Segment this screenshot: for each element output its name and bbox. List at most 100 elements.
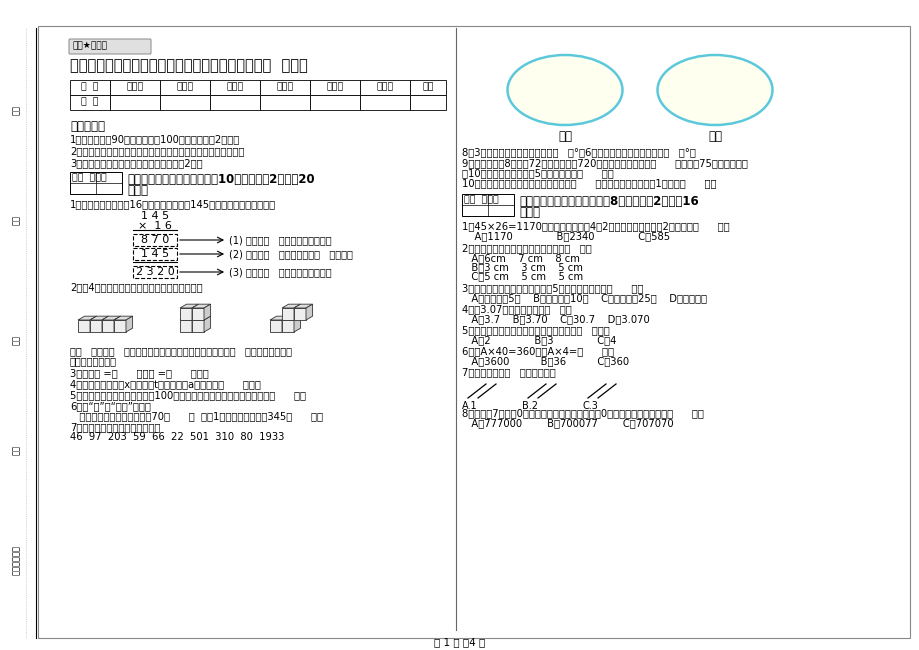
Text: 46  97  203  59  66  22  501  310  80  1933: 46 97 203 59 66 22 501 310 80 1933 bbox=[70, 432, 284, 442]
Bar bbox=[70, 95, 110, 110]
Polygon shape bbox=[294, 316, 301, 332]
Text: 6、用“升”和“毫升”填空。: 6、用“升”和“毫升”填空。 bbox=[70, 401, 151, 411]
Polygon shape bbox=[114, 316, 132, 320]
Text: 得分  评卷人: 得分 评卷人 bbox=[72, 174, 107, 183]
Bar bbox=[133, 266, 176, 278]
Polygon shape bbox=[78, 316, 96, 320]
Text: 1、45×26=1170，其中一个因数执4大2倍，另一个因数缩小2倍，积是（      ）。: 1、45×26=1170，其中一个因数执4大2倍，另一个因数缩小2倍，积是（ ）… bbox=[461, 221, 729, 231]
Text: 2 3 2 0: 2 3 2 0 bbox=[135, 267, 175, 277]
Text: A、3600          B、36          C、360: A、3600 B、36 C、360 bbox=[461, 356, 629, 366]
Text: 7、在下图中有（   ）组平行线。: 7、在下图中有（ ）组平行线。 bbox=[461, 367, 555, 377]
Text: 一、用心思考，正确填空（入10小题，每题2分，入20: 一、用心思考，正确填空（入10小题，每题2分，入20 bbox=[127, 173, 314, 186]
Polygon shape bbox=[90, 316, 108, 320]
FancyBboxPatch shape bbox=[69, 39, 151, 54]
Text: C、5 cm    5 cm    5 cm: C、5 cm 5 cm 5 cm bbox=[461, 271, 583, 281]
Bar bbox=[180, 308, 192, 320]
Bar bbox=[461, 194, 514, 216]
Ellipse shape bbox=[507, 55, 622, 125]
Text: 分）。: 分）。 bbox=[127, 184, 148, 197]
Bar bbox=[260, 95, 310, 110]
Text: A、原来积的5倍    B、原来积的10倍    C、原来积的25倍    D、原来的积: A、原来积的5倍 B、原来积的10倍 C、原来积的25倍 D、原来的积 bbox=[461, 293, 706, 303]
Text: 8 7 0: 8 7 0 bbox=[141, 235, 169, 245]
Text: 应用题: 应用题 bbox=[376, 83, 393, 92]
Text: 计算题: 计算题 bbox=[276, 83, 293, 92]
Text: 判断题: 判断题 bbox=[226, 83, 244, 92]
Bar bbox=[294, 308, 306, 320]
Text: 5、两条互相垂直的直线相交所成的直角有（   ）个。: 5、两条互相垂直的直线相交所成的直角有（ ）个。 bbox=[461, 325, 609, 335]
Text: 1 4 5: 1 4 5 bbox=[141, 211, 169, 221]
Text: A、3.7    B、3.70    C、30.7    D、3.070: A、3.7 B、3.70 C、30.7 D、3.070 bbox=[461, 314, 649, 324]
Text: 9、一个因数是8，积是72，要使积变成720，则另一个因数应该（      ）；积是75，一个因数扩: 9、一个因数是8，积是72，要使积变成720，则另一个因数应该（ ）；积是75，… bbox=[461, 158, 747, 168]
Text: A、1170              B、2340              C、585: A、1170 B、2340 C、585 bbox=[461, 231, 669, 241]
Polygon shape bbox=[204, 316, 210, 332]
Text: 二、反复比较，慎重选择（兲8小题，每题2分，入16: 二、反复比较，慎重选择（兲8小题，每题2分，入16 bbox=[518, 195, 698, 208]
Text: 8、3时整，时针与分钟的夹角是（   ）°；6时整，时针与分钟的夹角是（   ）°。: 8、3时整，时针与分钟的夹角是（ ）°；6时整，时针与分钟的夹角是（ ）°。 bbox=[461, 147, 695, 157]
Bar bbox=[133, 234, 176, 246]
Text: 选择题: 选择题 bbox=[176, 83, 193, 92]
Polygon shape bbox=[306, 304, 312, 320]
Bar bbox=[180, 320, 192, 332]
Bar bbox=[160, 80, 210, 95]
Text: 绝密★启用前: 绝密★启用前 bbox=[73, 42, 108, 51]
Polygon shape bbox=[192, 316, 199, 332]
Bar bbox=[110, 80, 160, 95]
Bar bbox=[410, 95, 446, 110]
Text: C.3: C.3 bbox=[582, 401, 597, 411]
Text: 2、用4个同样大的正方体分别摆成下面的形状：: 2、用4个同样大的正方体分别摆成下面的形状： bbox=[70, 282, 202, 292]
Text: 7、把下列各数填入相应的圈里。: 7、把下列各数填入相应的圈里。 bbox=[70, 422, 160, 432]
Text: 4、与3.07大小相等的数是（   ）。: 4、与3.07大小相等的数是（ ）。 bbox=[461, 304, 571, 314]
Text: 3、不要在试卷上乱写乱画，卷面不整洁扠2分。: 3、不要在试卷上乱写乱画，卷面不整洁扠2分。 bbox=[70, 158, 202, 168]
Polygon shape bbox=[282, 316, 301, 320]
Bar bbox=[133, 248, 176, 260]
Bar bbox=[282, 308, 294, 320]
Bar bbox=[359, 80, 410, 95]
Bar bbox=[310, 80, 359, 95]
Bar bbox=[210, 95, 260, 110]
Text: 1、王老板进货，买了16套服装，每套服装145元。根据条件完成填空。: 1、王老板进货，买了16套服装，每套服装145元。根据条件完成填空。 bbox=[70, 199, 276, 209]
Bar bbox=[410, 80, 446, 95]
Polygon shape bbox=[192, 316, 210, 320]
Text: 班级: 班级 bbox=[11, 335, 20, 345]
Polygon shape bbox=[294, 304, 312, 308]
Polygon shape bbox=[180, 316, 199, 320]
Text: 兤10倍，另一个因数缩小5倍，则积变成（      ）。: 兤10倍，另一个因数缩小5倍，则积变成（ ）。 bbox=[461, 168, 613, 178]
Polygon shape bbox=[294, 304, 301, 320]
Text: 考试须知：: 考试须知： bbox=[70, 120, 105, 133]
Polygon shape bbox=[282, 304, 301, 308]
Text: 6、若A×40=360，则A×4=（      ）。: 6、若A×40=360，则A×4=（ ）。 bbox=[461, 346, 613, 356]
Polygon shape bbox=[204, 304, 210, 320]
Text: 鄂尔多斯市重点小学四年级数学下学期能力检测试题  附答案: 鄂尔多斯市重点小学四年级数学下学期能力检测试题 附答案 bbox=[70, 58, 308, 73]
Bar bbox=[102, 320, 114, 332]
Text: 分）。: 分）。 bbox=[518, 206, 539, 219]
Bar bbox=[110, 95, 160, 110]
Bar bbox=[282, 320, 294, 332]
Text: 从（   ）面和（   ）面看，这三个物体的形状完全相同；从（   ）面看，这三个物: 从（ ）面和（ ）面看，这三个物体的形状完全相同；从（ ）面看，这三个物 bbox=[70, 346, 291, 356]
Text: 考号: 考号 bbox=[11, 105, 20, 115]
Text: A.1: A.1 bbox=[461, 401, 477, 411]
Bar bbox=[90, 320, 102, 332]
Text: 2、下面各组线段不能围成三角形的是（   ）。: 2、下面各组线段不能围成三角形的是（ ）。 bbox=[461, 243, 591, 253]
Bar bbox=[192, 308, 204, 320]
Text: 5、喷火坦克的火焰可以以每秒100米的射速喷向目标，它的速度可写作（      ）。: 5、喷火坦克的火焰可以以每秒100米的射速喷向目标，它的速度可写作（ ）。 bbox=[70, 390, 306, 400]
Text: 学校: 学校 bbox=[11, 445, 20, 455]
Text: 3、一周角 =（      ）直角 =（      ）平角: 3、一周角 =（ ）直角 =（ ）平角 bbox=[70, 368, 209, 378]
Bar bbox=[114, 320, 126, 332]
Text: 1、考试时间：90分钟，满分为100分（含卷面分2分）。: 1、考试时间：90分钟，满分为100分（含卷面分2分）。 bbox=[70, 134, 240, 144]
Text: A、777000        B、700077        C、707070: A、777000 B、700077 C、707070 bbox=[461, 418, 673, 428]
Text: 填空题: 填空题 bbox=[126, 83, 143, 92]
Bar bbox=[269, 320, 282, 332]
Text: 题  号: 题 号 bbox=[81, 83, 98, 92]
Polygon shape bbox=[102, 316, 120, 320]
Polygon shape bbox=[269, 316, 289, 320]
Polygon shape bbox=[126, 316, 132, 332]
Bar bbox=[70, 172, 122, 194]
Text: 奇数: 奇数 bbox=[558, 130, 572, 143]
Text: (3) 表示买（   ）套服装应付的錢。: (3) 表示买（ ）套服装应付的錢。 bbox=[229, 267, 331, 277]
Bar bbox=[260, 80, 310, 95]
Bar bbox=[160, 95, 210, 110]
Text: 1 4 5: 1 4 5 bbox=[141, 249, 169, 259]
Text: 得分  评卷人: 得分 评卷人 bbox=[463, 196, 498, 205]
Text: (1) 表示买（   ）套服装应付的錢。: (1) 表示买（ ）套服装应付的錢。 bbox=[229, 235, 331, 245]
Text: 总分: 总分 bbox=[422, 83, 433, 92]
Text: 10、最小的五位数和最大的四位数相差（      ），比最小的六位数多1的数是（      ）。: 10、最小的五位数和最大的四位数相差（ ），比最小的六位数多1的数是（ ）。 bbox=[461, 178, 716, 188]
